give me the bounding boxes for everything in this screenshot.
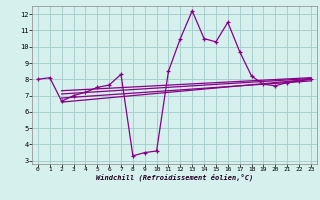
X-axis label: Windchill (Refroidissement éolien,°C): Windchill (Refroidissement éolien,°C): [96, 174, 253, 181]
